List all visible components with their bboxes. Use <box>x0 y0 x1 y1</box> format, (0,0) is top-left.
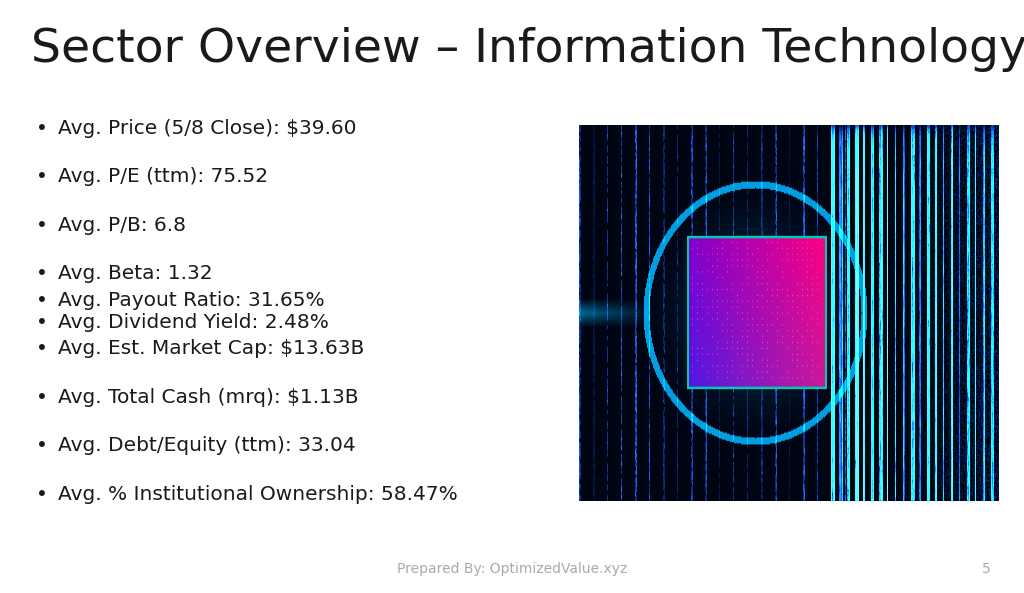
Text: •: • <box>36 264 48 283</box>
Text: •: • <box>36 436 48 455</box>
Text: Avg. % Institutional Ownership: 58.47%: Avg. % Institutional Ownership: 58.47% <box>58 485 458 504</box>
Text: Prepared By: OptimizedValue.xyz: Prepared By: OptimizedValue.xyz <box>397 562 627 576</box>
Text: •: • <box>36 339 48 358</box>
Text: Avg. Payout Ratio: 31.65%: Avg. Payout Ratio: 31.65% <box>58 291 325 310</box>
Text: Avg. Dividend Yield: 2.48%: Avg. Dividend Yield: 2.48% <box>58 313 330 332</box>
Text: Avg. P/E (ttm): 75.52: Avg. P/E (ttm): 75.52 <box>58 167 268 186</box>
Text: •: • <box>36 167 48 186</box>
Text: Avg. Price (5/8 Close): $39.60: Avg. Price (5/8 Close): $39.60 <box>58 119 357 138</box>
Text: •: • <box>36 291 48 310</box>
Text: Avg. Beta: 1.32: Avg. Beta: 1.32 <box>58 264 213 283</box>
Text: •: • <box>36 313 48 332</box>
Text: Avg. Est. Market Cap: $13.63B: Avg. Est. Market Cap: $13.63B <box>58 339 365 358</box>
Text: Sector Overview – Information Technology: Sector Overview – Information Technology <box>31 27 1024 72</box>
Text: Avg. Total Cash (mrq): $1.13B: Avg. Total Cash (mrq): $1.13B <box>58 388 358 407</box>
Text: Avg. Debt/Equity (ttm): 33.04: Avg. Debt/Equity (ttm): 33.04 <box>58 436 356 455</box>
Text: •: • <box>36 216 48 235</box>
Text: •: • <box>36 388 48 407</box>
Text: •: • <box>36 485 48 504</box>
Text: Avg. P/B: 6.8: Avg. P/B: 6.8 <box>58 216 186 235</box>
Text: 5: 5 <box>981 562 990 576</box>
Text: •: • <box>36 119 48 138</box>
